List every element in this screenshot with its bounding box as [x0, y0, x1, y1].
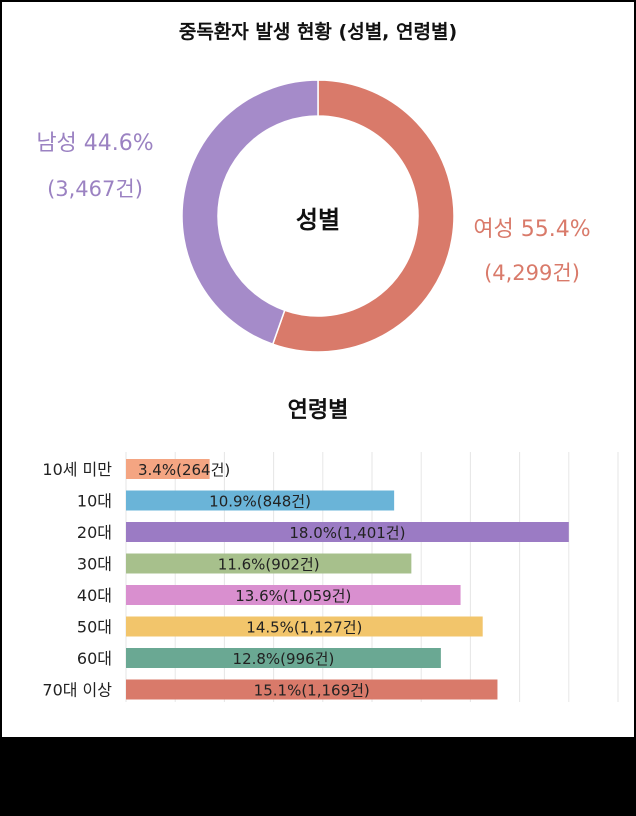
bar-5	[126, 616, 483, 637]
female-count-label: (4,299건)	[484, 261, 580, 285]
bar-4	[126, 585, 461, 605]
bar-1	[126, 490, 395, 511]
category-label: 30대	[77, 555, 112, 574]
data-label: 11.6%(902건)	[218, 556, 320, 574]
bar-2	[126, 522, 569, 542]
male-label: 남성 44.6%	[36, 131, 153, 156]
data-label: 13.6%(1,059건)	[235, 587, 351, 605]
bar-7	[126, 679, 498, 700]
data-label: 3.4%(264건)	[138, 461, 230, 479]
data-label: 14.5%(1,127건)	[246, 619, 362, 637]
bar-3	[126, 553, 412, 574]
category-label: 50대	[77, 618, 112, 637]
age-bar-chart: 10세 미만 3.4%(264건) 10대 10.9%(848건) 20대 18.0%(1…	[42, 452, 619, 702]
male-count-label: (3,467건)	[47, 177, 143, 201]
donut-center-label: 성별	[296, 206, 340, 234]
category-label: 60대	[77, 649, 112, 668]
bar-0	[126, 459, 210, 479]
data-label: 12.8%(996건)	[233, 650, 335, 668]
category-label: 40대	[77, 586, 112, 605]
data-label: 15.1%(1,169건)	[254, 682, 370, 700]
age-chart-title: 연령별	[288, 398, 349, 423]
bar-6	[126, 648, 441, 668]
data-label: 18.0%(1,401건)	[289, 524, 405, 542]
chart-panel	[2, 2, 634, 737]
category-label: 70대 이상	[42, 681, 112, 700]
gender-donut-chart	[181, 79, 455, 353]
female-label: 여성 55.4%	[473, 217, 590, 242]
category-label: 20대	[77, 523, 112, 542]
category-label: 10대	[77, 492, 112, 511]
data-label: 10.9%(848건)	[209, 493, 311, 511]
chart-title: 중독환자 발생 현황 (성별, 연령별)	[179, 20, 457, 43]
donut-slice-female	[271, 79, 455, 353]
category-label: 10세 미만	[42, 460, 112, 479]
donut-slice-male	[181, 79, 319, 346]
